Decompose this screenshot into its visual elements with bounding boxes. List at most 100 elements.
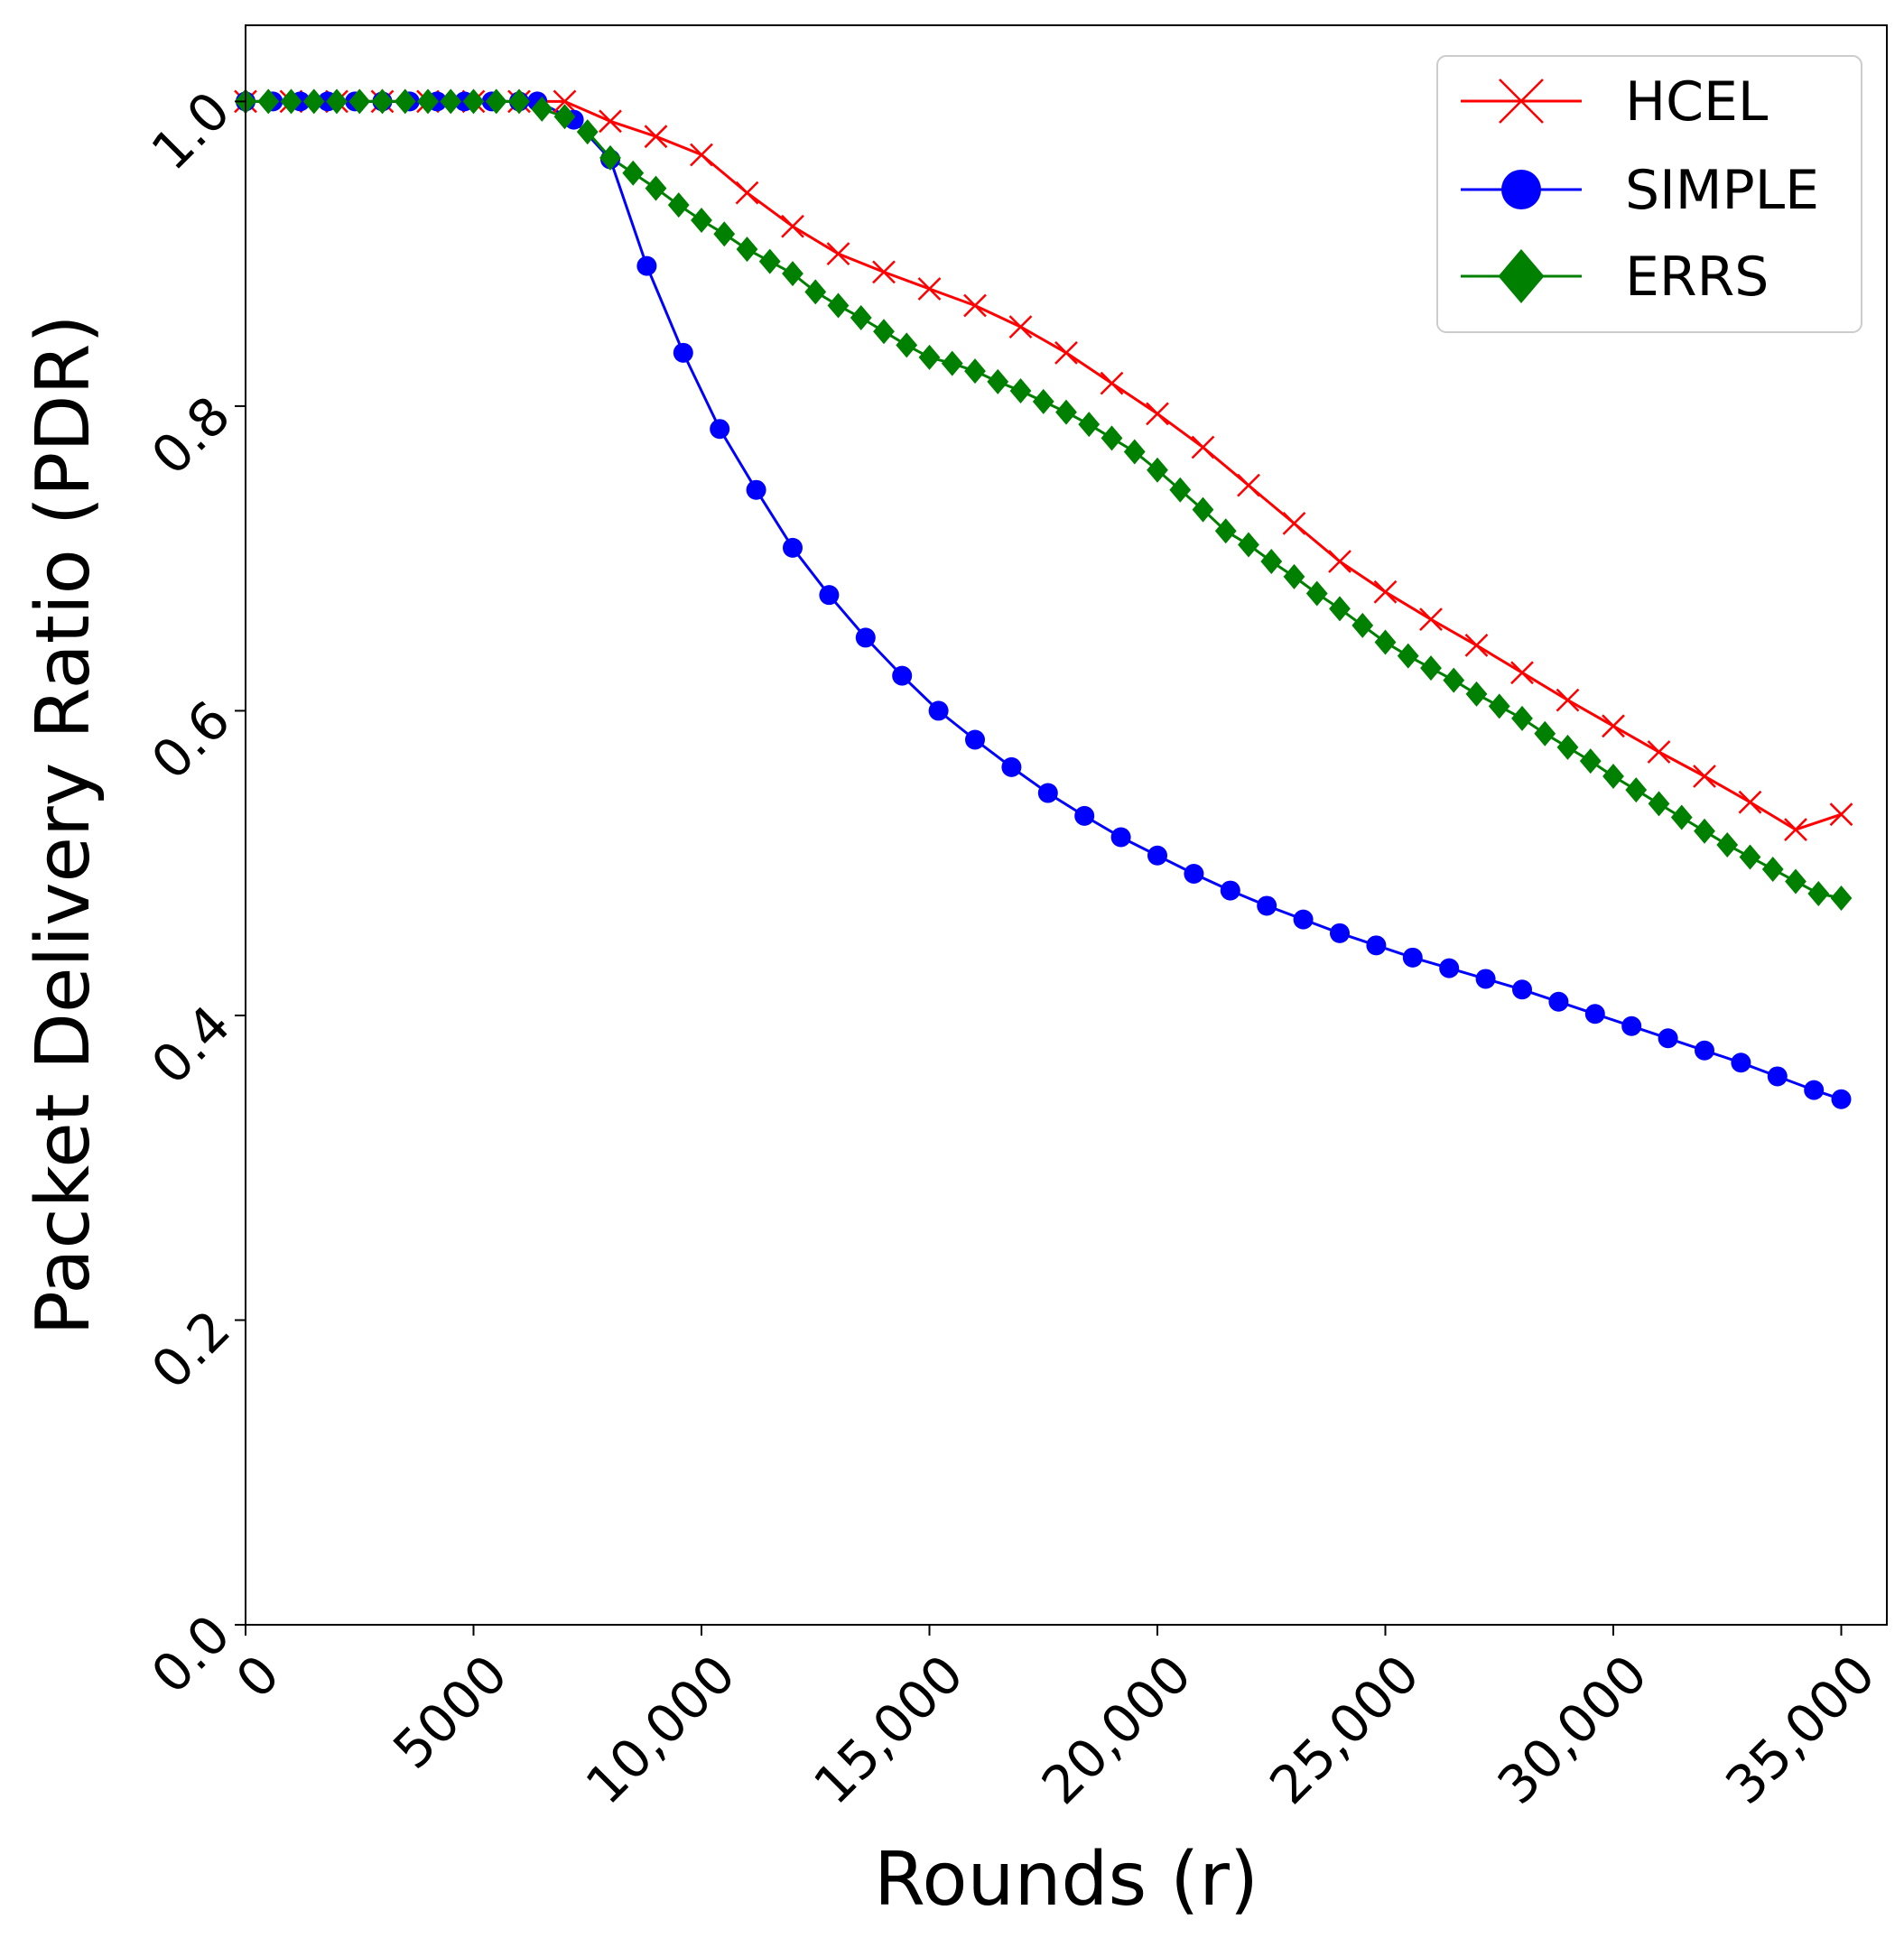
data-point-errs xyxy=(1534,720,1556,746)
legend-label-hcel: HCEL xyxy=(1625,70,1769,134)
data-point-simple xyxy=(928,700,949,721)
data-point-errs xyxy=(850,305,872,331)
data-point-errs xyxy=(576,119,599,145)
data-point-errs xyxy=(1101,425,1123,451)
data-point-simple xyxy=(1037,783,1058,803)
data-point-errs xyxy=(1192,496,1214,523)
data-point-errs xyxy=(987,368,1009,394)
data-point-errs xyxy=(280,88,302,115)
data-point-errs xyxy=(758,248,781,274)
data-point-hcel xyxy=(1373,580,1398,604)
data-point-errs xyxy=(622,160,645,186)
data-point-errs xyxy=(1670,804,1693,830)
data-point-hcel xyxy=(690,143,713,167)
data-point-errs xyxy=(1420,655,1442,682)
data-point-errs xyxy=(1238,532,1259,558)
data-point-simple xyxy=(1548,991,1569,1012)
data-point-errs xyxy=(827,292,850,319)
data-point-errs xyxy=(1761,856,1784,882)
data-point-hcel xyxy=(1556,688,1580,712)
data-point-simple xyxy=(710,419,730,440)
data-point-hcel xyxy=(1784,818,1807,841)
data-point-hcel xyxy=(1008,315,1033,339)
data-point-hcel xyxy=(826,242,850,266)
data-point-errs xyxy=(1739,844,1761,870)
data-point-errs xyxy=(1716,831,1739,858)
data-point-simple xyxy=(1804,1080,1825,1100)
data-point-simple xyxy=(1767,1066,1788,1087)
data-point-errs xyxy=(1329,596,1351,622)
legend-box xyxy=(1436,55,1862,333)
data-point-errs xyxy=(1830,886,1853,912)
data-point-simple xyxy=(1731,1052,1751,1073)
data-point-hcel xyxy=(1693,765,1716,788)
data-point-hcel xyxy=(781,214,804,238)
data-point-errs xyxy=(782,261,803,287)
data-point-hcel xyxy=(1191,435,1215,459)
data-point-hcel xyxy=(1510,661,1534,685)
data-point-errs xyxy=(1465,681,1488,707)
data-point-simple xyxy=(673,342,693,363)
data-point-errs xyxy=(1488,693,1510,719)
data-point-errs xyxy=(918,344,941,370)
data-point-hcel xyxy=(1738,790,1762,814)
data-point-errs xyxy=(1556,734,1579,760)
data-point-simple xyxy=(1475,969,1496,989)
data-point-errs xyxy=(1147,457,1168,483)
y-axis-label: Packet Delivery Ratio (PDR) xyxy=(21,315,107,1336)
data-point-simple xyxy=(1658,1028,1678,1049)
data-point-errs xyxy=(1305,580,1328,607)
data-point-errs xyxy=(1648,791,1670,817)
data-point-simple xyxy=(892,665,913,686)
data-point-errs xyxy=(302,88,325,115)
data-point-simple xyxy=(1439,958,1460,978)
data-point-errs xyxy=(1397,643,1419,669)
data-point-hcel xyxy=(1237,473,1260,497)
legend-label-errs: ERRS xyxy=(1625,246,1769,309)
data-point-errs xyxy=(394,88,416,115)
data-point-errs xyxy=(1602,763,1624,789)
data-point-simple xyxy=(783,537,803,558)
data-point-simple xyxy=(965,729,985,750)
data-point-errs xyxy=(691,208,712,234)
legend-marker-hcel xyxy=(1499,79,1544,124)
legend: HCEL SIMPLE ERRS xyxy=(1436,55,1862,333)
data-point-errs xyxy=(1123,439,1146,465)
legend-marker-errs xyxy=(1498,249,1545,303)
data-point-simple xyxy=(855,627,876,648)
plot-area-frame xyxy=(245,24,1888,1626)
data-point-hcel xyxy=(553,89,577,114)
data-point-errs xyxy=(553,104,576,130)
data-point-errs xyxy=(964,358,986,385)
data-point-hcel xyxy=(1829,802,1853,827)
data-point-errs xyxy=(941,350,963,376)
data-point-simple xyxy=(819,585,840,606)
data-point-errs xyxy=(371,88,394,115)
data-point-errs xyxy=(348,88,371,115)
data-point-errs xyxy=(873,319,895,345)
data-point-errs xyxy=(1443,667,1465,693)
data-point-errs xyxy=(667,192,690,218)
data-point-hcel xyxy=(735,181,759,205)
data-point-simple xyxy=(1293,909,1314,930)
data-point-errs xyxy=(1374,629,1397,655)
data-point-simple xyxy=(1330,923,1350,943)
data-point-simple xyxy=(746,479,766,500)
data-point-errs xyxy=(1807,880,1830,906)
data-point-errs xyxy=(1009,378,1032,404)
data-point-hcel xyxy=(1100,371,1124,395)
data-point-hcel xyxy=(872,260,896,284)
data-point-simple xyxy=(636,255,657,276)
data-point-simple xyxy=(1110,827,1131,848)
data-point-simple xyxy=(1074,805,1095,826)
data-point-hcel xyxy=(599,109,622,134)
data-point-errs xyxy=(599,144,621,171)
data-point-errs xyxy=(1511,705,1533,731)
data-point-simple xyxy=(1220,880,1240,901)
data-point-errs xyxy=(713,221,736,247)
data-point-simple xyxy=(1147,845,1167,866)
data-point-errs xyxy=(462,88,485,115)
data-point-errs xyxy=(326,88,348,115)
data-point-errs xyxy=(736,236,758,263)
data-point-hcel xyxy=(1464,633,1489,657)
